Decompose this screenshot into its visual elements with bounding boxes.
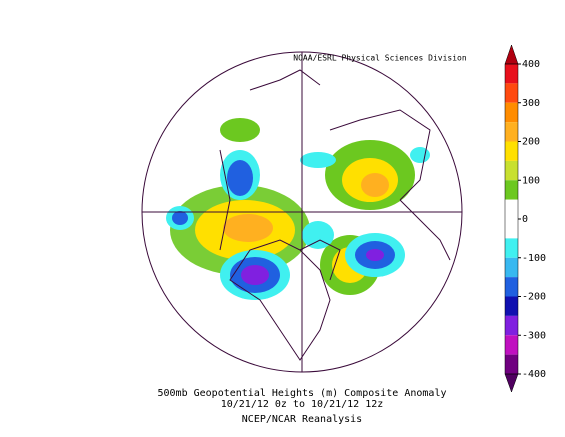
colorbar-tick-label: 200 bbox=[522, 137, 540, 148]
caption: NCEP/NCAR Reanalysis bbox=[242, 414, 362, 425]
colorbar-segment bbox=[505, 277, 518, 297]
colorbar-segment bbox=[505, 296, 518, 316]
colorbar-under bbox=[504, 373, 519, 393]
colorbar-segment bbox=[505, 122, 518, 142]
colorbar-segment bbox=[505, 199, 518, 219]
colorbar-tick-label: -100 bbox=[522, 253, 546, 264]
caption: 10/21/12 0z to 10/21/12 12z bbox=[221, 399, 384, 410]
caption: 500mb Geopotential Heights (m) Composite… bbox=[158, 388, 447, 399]
colorbar: 400 300 200 100 0 -100 -200 -300 -400 bbox=[504, 44, 546, 393]
colorbar-over bbox=[504, 44, 519, 65]
colorbar-tick-label: 0 bbox=[522, 214, 528, 225]
colorbar-segment bbox=[505, 64, 518, 84]
colorbar-segment bbox=[505, 219, 518, 239]
colorbar-segment bbox=[505, 335, 518, 355]
colorbar-segment bbox=[505, 102, 518, 123]
colorbar-segment bbox=[505, 354, 518, 374]
colorbar-tick-label: -400 bbox=[522, 369, 546, 380]
colorbar-segment bbox=[505, 257, 518, 278]
colorbar-tick-label: 300 bbox=[522, 98, 540, 109]
colorbar-tick-label: 400 bbox=[522, 59, 540, 70]
colorbar-segment bbox=[505, 160, 518, 181]
colorbar-tick-label: 100 bbox=[522, 175, 540, 186]
colorbar-segment bbox=[505, 238, 518, 258]
colorbar-segment bbox=[505, 180, 518, 200]
colorbar-tick-label: -200 bbox=[522, 292, 546, 303]
colorbar-segment bbox=[505, 83, 518, 103]
colorbar-tick-label: -300 bbox=[522, 330, 546, 341]
colorbar-segment bbox=[505, 315, 518, 336]
colorbar-segment bbox=[505, 141, 518, 161]
credit: NOAA/ESRL Physical Sciences Division bbox=[293, 54, 467, 63]
